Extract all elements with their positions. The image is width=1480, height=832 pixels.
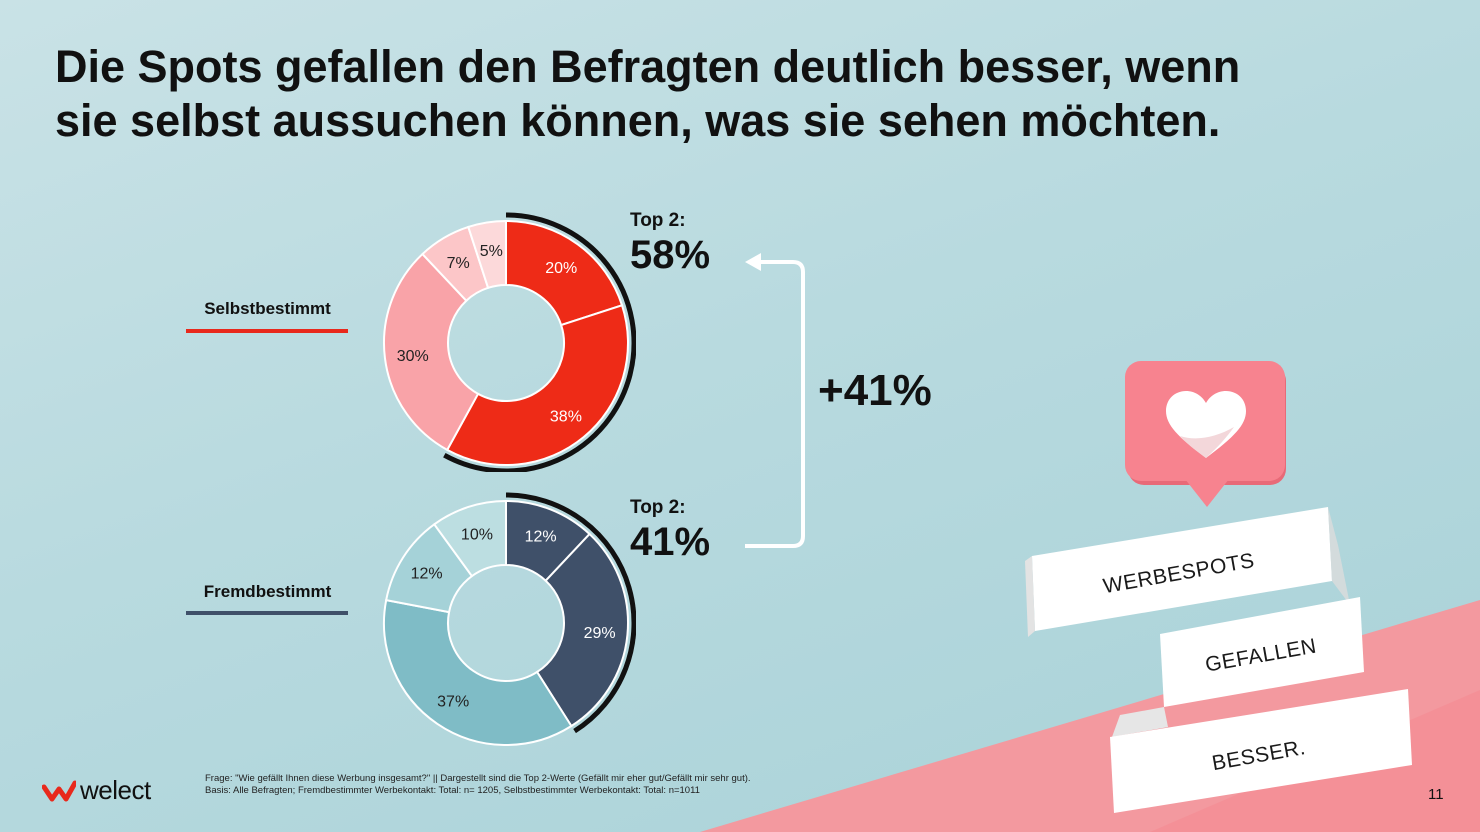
logo-text: welect [80,775,151,805]
banner-2: GEFALLEN [1160,597,1364,707]
donut-chart-selbstbestimmt: 20% 38% 30% 7% 5% [383,212,636,472]
fremdbestimmt-slice-label: 29% [584,625,616,642]
fremdbestimmt-slice-label: 12% [411,566,443,583]
footnote-line: Frage: "Wie gefällt Ihnen diese Werbung … [205,773,751,784]
selbstbestimmt-slice-label: 7% [447,255,470,272]
fremdbestimmt-slice-label: 10% [461,527,493,544]
heart-banner-illustration: WERBESPOTS GEFALLEN BESSER. [1025,361,1412,813]
heart-icon [1166,391,1246,458]
fremdbestimmt-slice-label: 12% [525,529,557,546]
fremdbestimmt-slice-label: 37% [437,694,469,711]
selbstbestimmt-slice-label: 5% [480,243,503,260]
title-line: sie selbst aussuchen können, was sie seh… [55,95,1221,146]
page-title: Die Spots gefallen den Befragten deutlic… [55,40,1435,148]
selbstbestimmt-slice-label: 30% [397,348,429,365]
selbstbestimmt-top2-arc [443,212,636,472]
footnote: Frage: "Wie gefällt Ihnen diese Werbung … [205,773,751,797]
donut-chart-fremdbestimmt: 12% 29% 37% 12% 10% [383,492,636,746]
difference-value: +41% [818,366,932,415]
top2-value: 58% [630,233,711,277]
fremdbestimmt-slice [383,598,573,746]
banner-3: BESSER. [1110,689,1412,813]
selbstbestimmt-slice [383,252,480,452]
series-label-selbstbestimmt: Selbstbestimmt [204,299,331,318]
top2-label: Top 2: [630,210,686,231]
series-underline-fremdbestimmt [186,611,348,615]
selbstbestimmt-slice [505,219,624,327]
fremdbestimmt-top2-arc [505,492,636,734]
top2-fremdbestimmt: Top 2: 41% [630,497,710,565]
footnote-line: Basis: Alle Befragten; Fremdbestimmter W… [205,785,700,796]
top2-selbstbestimmt: Top 2: 58% [630,210,710,278]
arrow-icon [745,253,805,548]
welect-logo: welect [42,775,151,806]
welect-logo-icon [42,780,76,801]
selbstbestimmt-slice [467,219,507,290]
page-number: 11 [1428,786,1444,803]
banner-1: WERBESPOTS [1025,507,1332,637]
fremdbestimmt-slice [432,499,507,578]
top2-value: 41% [630,520,711,564]
selbstbestimmt-slice [445,304,629,466]
series-underline-selbstbestimmt [186,329,348,333]
title-line: Die Spots gefallen den Befragten deutlic… [55,41,1241,92]
series-label-fremdbestimmt: Fremdbestimmt [203,582,332,601]
selbstbestimmt-slice-label: 38% [550,408,582,425]
fremdbestimmt-slice [535,532,629,728]
top2-label: Top 2: [630,497,686,518]
selbstbestimmt-slice-label: 20% [545,260,577,277]
